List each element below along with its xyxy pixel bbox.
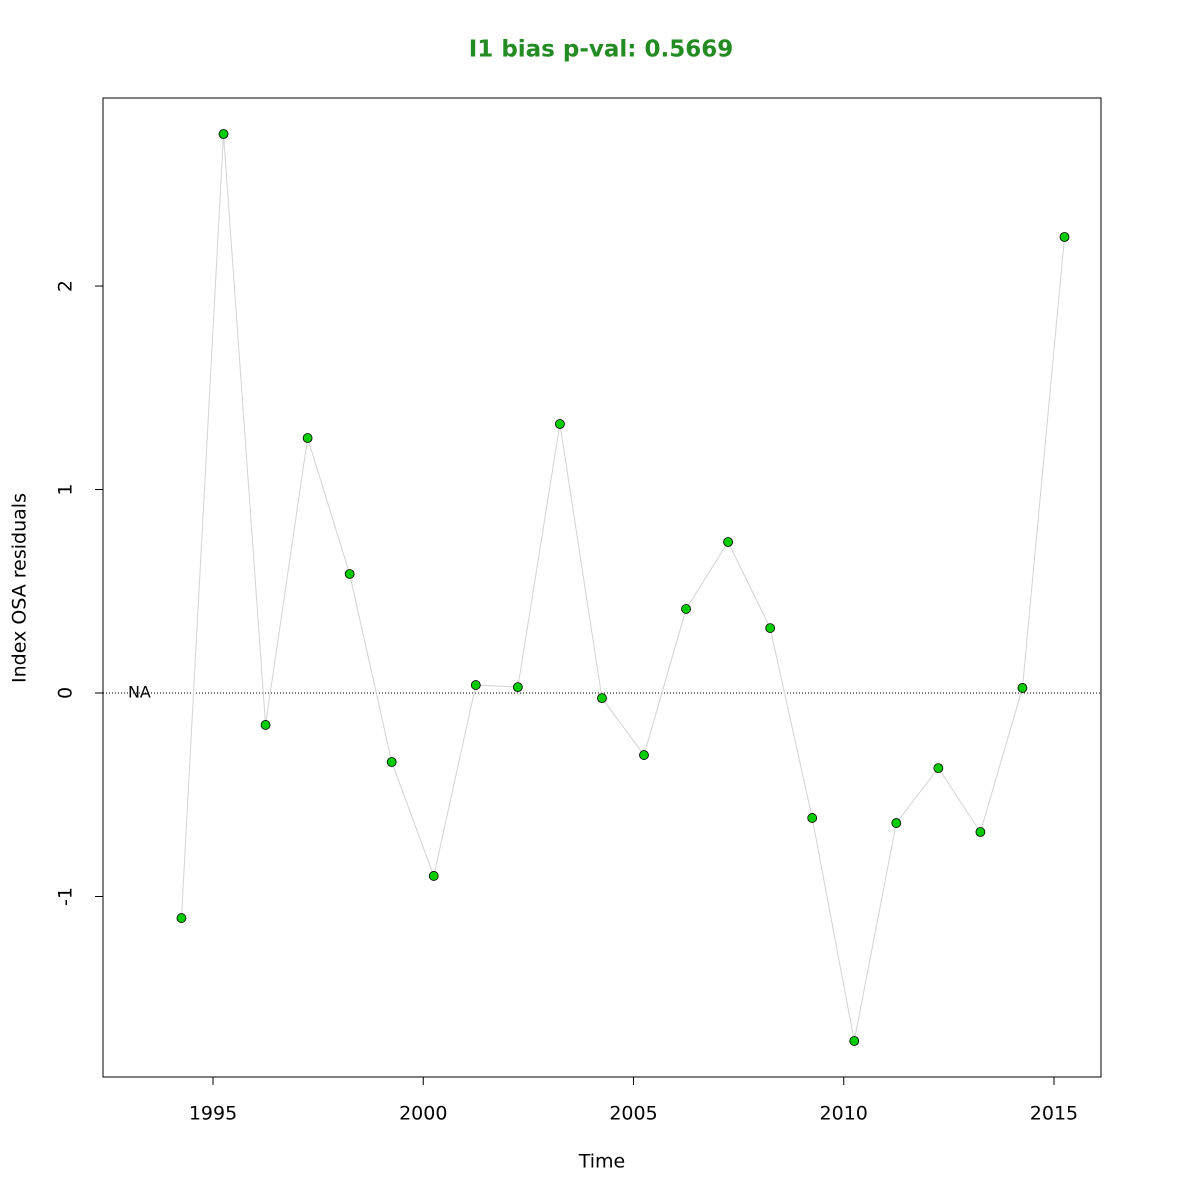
point xyxy=(639,750,649,760)
plot-frame xyxy=(102,97,1102,1078)
point xyxy=(428,871,439,881)
point xyxy=(470,680,481,690)
point xyxy=(176,913,187,923)
point xyxy=(302,433,313,443)
x-tick-label: 2000 xyxy=(399,1103,447,1125)
point xyxy=(765,623,776,633)
point xyxy=(1017,683,1028,693)
point xyxy=(891,818,902,828)
point xyxy=(1059,232,1070,242)
point xyxy=(975,827,986,837)
annotation: NA xyxy=(128,683,151,702)
chart-title: I1 bias p-val: 0.5669 xyxy=(469,37,734,63)
point xyxy=(723,537,734,547)
point xyxy=(681,604,691,614)
point xyxy=(849,1036,860,1046)
point xyxy=(807,813,818,823)
point xyxy=(344,569,355,579)
y-axis-label: Index OSA residuals xyxy=(9,493,31,683)
y-tick-label: 0 xyxy=(55,687,77,699)
point xyxy=(386,757,397,767)
x-tick-label: 1995 xyxy=(189,1103,237,1125)
x-tick-label: 2010 xyxy=(820,1103,868,1125)
y-tick-label: -1 xyxy=(55,887,77,906)
y-tick-label: 2 xyxy=(55,280,77,292)
point xyxy=(218,129,229,139)
x-tick-label: 2005 xyxy=(609,1103,657,1125)
y-tick-label: 1 xyxy=(55,483,77,495)
point xyxy=(933,763,944,773)
x-tick-label: 2015 xyxy=(1030,1103,1078,1125)
x-axis-label: Time xyxy=(578,1151,626,1173)
point xyxy=(260,720,271,730)
point xyxy=(512,682,523,693)
series-line xyxy=(180,133,1065,1042)
point xyxy=(555,419,565,429)
point xyxy=(597,693,607,703)
